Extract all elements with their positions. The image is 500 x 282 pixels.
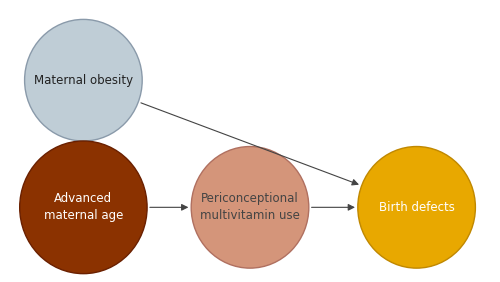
Text: Advanced
maternal age: Advanced maternal age [44,192,123,222]
Ellipse shape [24,19,142,141]
Text: Periconceptional
multivitamin use: Periconceptional multivitamin use [200,192,300,222]
Text: Maternal obesity: Maternal obesity [34,74,133,87]
Text: Birth defects: Birth defects [378,201,454,214]
Ellipse shape [191,147,309,268]
Ellipse shape [358,147,476,268]
Ellipse shape [20,141,147,274]
